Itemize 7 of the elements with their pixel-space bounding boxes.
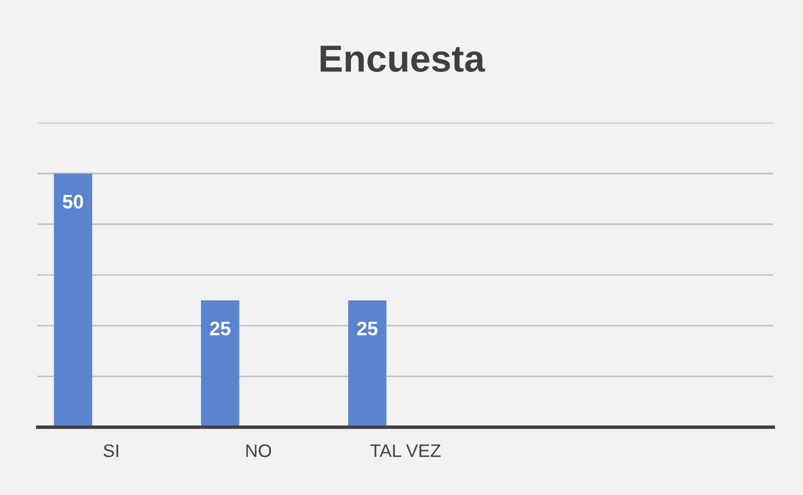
chart-title: Encuesta [320,46,486,72]
x-tick-label: SI [104,444,118,458]
x-tick-label: TAL VEZ [370,444,441,457]
data-label: 25 [210,322,230,336]
data-label: 50 [62,194,84,209]
data-label: 25 [357,322,378,336]
x-tick-label: NO [246,444,272,458]
